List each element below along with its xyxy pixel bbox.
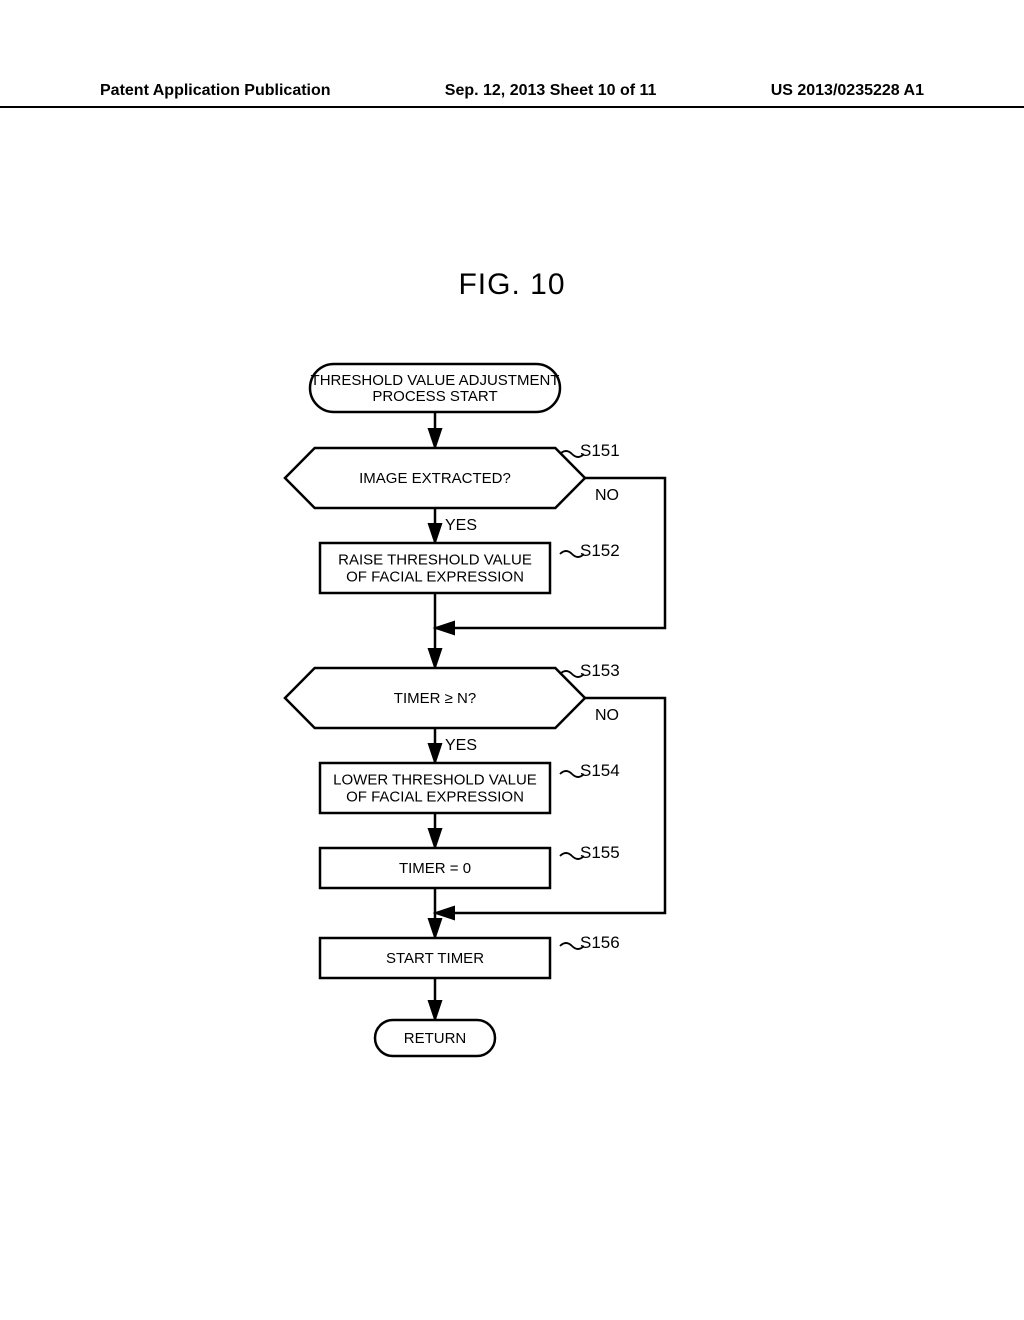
- node-p3: TIMER = 0 S155: [320, 843, 620, 888]
- svg-text:OF FACIAL EXPRESSION: OF FACIAL EXPRESSION: [346, 788, 524, 805]
- node-return: RETURN: [375, 1020, 495, 1056]
- node-p1: RAISE THRESHOLD VALUEOF FACIAL EXPRESSIO…: [320, 541, 620, 593]
- header-right: US 2013/0235228 A1: [771, 82, 924, 100]
- node-d2: TIMER ≥ N? S153: [285, 661, 620, 728]
- node-p4: START TIMER S156: [320, 933, 620, 978]
- svg-text:PROCESS START: PROCESS START: [372, 388, 497, 405]
- node-d1: IMAGE EXTRACTED? S151: [285, 441, 620, 508]
- svg-text:NO: NO: [595, 707, 619, 724]
- svg-text:TIMER = 0: TIMER = 0: [399, 860, 471, 877]
- svg-text:TIMER ≥ N?: TIMER ≥ N?: [394, 690, 476, 707]
- svg-text:S156: S156: [580, 933, 620, 952]
- figure-title: FIG. 10: [0, 268, 1024, 302]
- svg-text:LOWER THRESHOLD VALUE: LOWER THRESHOLD VALUE: [333, 771, 537, 788]
- svg-text:IMAGE EXTRACTED?: IMAGE EXTRACTED?: [359, 470, 511, 487]
- svg-text:S153: S153: [580, 661, 620, 680]
- svg-text:S151: S151: [580, 441, 620, 460]
- header-left: Patent Application Publication: [100, 82, 331, 100]
- svg-text:YES: YES: [445, 737, 477, 754]
- svg-text:RAISE THRESHOLD VALUE: RAISE THRESHOLD VALUE: [338, 551, 532, 568]
- svg-text:OF FACIAL EXPRESSION: OF FACIAL EXPRESSION: [346, 568, 524, 585]
- svg-text:S152: S152: [580, 541, 620, 560]
- svg-text:THRESHOLD VALUE ADJUSTMENT: THRESHOLD VALUE ADJUSTMENT: [311, 372, 560, 389]
- header-center: Sep. 12, 2013 Sheet 10 of 11: [445, 82, 657, 100]
- svg-text:START TIMER: START TIMER: [386, 950, 484, 967]
- svg-text:RETURN: RETURN: [404, 1030, 467, 1047]
- svg-text:S155: S155: [580, 843, 620, 862]
- svg-text:S154: S154: [580, 761, 620, 780]
- node-p2: LOWER THRESHOLD VALUEOF FACIAL EXPRESSIO…: [320, 761, 620, 813]
- node-start: THRESHOLD VALUE ADJUSTMENTPROCESS START: [310, 364, 560, 412]
- svg-text:NO: NO: [595, 487, 619, 504]
- flowchart: YES NO YES NO THRESHOLD VALUE ADJUSTMENTPROC…: [260, 358, 780, 1118]
- svg-text:YES: YES: [445, 517, 477, 534]
- page-header: Patent Application Publication Sep. 12, …: [0, 82, 1024, 108]
